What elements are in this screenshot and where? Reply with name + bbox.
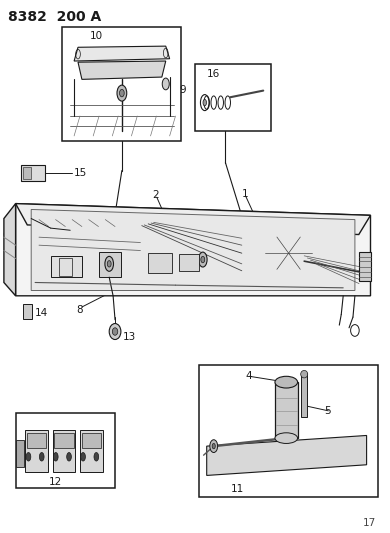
Bar [199, 365, 378, 497]
Ellipse shape [301, 370, 308, 378]
Polygon shape [31, 209, 355, 290]
Bar [16, 413, 115, 488]
Text: 14: 14 [35, 308, 48, 318]
Text: 11: 11 [66, 211, 80, 221]
Bar [179, 254, 199, 271]
Bar [25, 430, 48, 472]
Ellipse shape [39, 453, 44, 461]
Ellipse shape [117, 85, 127, 101]
Text: 9: 9 [179, 85, 186, 95]
Bar [53, 430, 75, 472]
Ellipse shape [210, 440, 218, 453]
Ellipse shape [212, 443, 215, 449]
Text: 8382  200 A: 8382 200 A [8, 10, 101, 24]
Ellipse shape [162, 78, 169, 90]
Bar [80, 430, 103, 472]
Text: 11: 11 [231, 484, 245, 494]
Ellipse shape [275, 376, 298, 388]
Bar [195, 64, 271, 131]
Bar [21, 165, 45, 181]
Text: 8: 8 [76, 305, 83, 315]
Bar [62, 27, 181, 141]
Ellipse shape [105, 256, 113, 271]
Ellipse shape [201, 256, 205, 263]
Text: 3: 3 [271, 256, 278, 266]
Bar [58, 258, 72, 276]
Bar [99, 252, 121, 277]
Bar [54, 433, 74, 448]
Polygon shape [207, 435, 367, 475]
Text: 1: 1 [242, 189, 248, 199]
Bar [148, 253, 172, 273]
Bar [275, 382, 298, 438]
Bar [82, 433, 101, 448]
Ellipse shape [26, 453, 31, 461]
Text: 10: 10 [90, 31, 103, 41]
Polygon shape [78, 61, 166, 79]
Text: 6: 6 [2, 230, 9, 239]
Ellipse shape [107, 261, 111, 267]
Ellipse shape [275, 433, 298, 443]
Bar [23, 304, 32, 319]
Ellipse shape [53, 453, 58, 461]
Text: 5: 5 [324, 406, 331, 416]
Text: 15: 15 [74, 168, 87, 178]
Text: 13: 13 [123, 332, 136, 342]
Bar [301, 373, 307, 417]
Ellipse shape [119, 90, 124, 97]
Ellipse shape [67, 453, 71, 461]
Text: 2: 2 [152, 190, 159, 199]
Text: 17: 17 [363, 519, 376, 528]
Text: 4: 4 [246, 372, 252, 381]
Text: 7: 7 [7, 216, 14, 226]
Bar [51, 256, 82, 277]
Ellipse shape [112, 328, 118, 335]
Bar [23, 167, 31, 179]
Bar [16, 440, 24, 467]
Bar [27, 433, 46, 448]
Bar [359, 252, 370, 281]
Ellipse shape [199, 252, 207, 267]
Ellipse shape [203, 100, 207, 106]
Text: 12: 12 [49, 478, 62, 487]
Polygon shape [4, 204, 16, 296]
Polygon shape [16, 204, 370, 235]
Text: 16: 16 [207, 69, 220, 78]
Ellipse shape [109, 324, 121, 340]
Ellipse shape [81, 453, 85, 461]
Polygon shape [16, 204, 370, 296]
Polygon shape [74, 46, 170, 61]
Ellipse shape [94, 453, 99, 461]
